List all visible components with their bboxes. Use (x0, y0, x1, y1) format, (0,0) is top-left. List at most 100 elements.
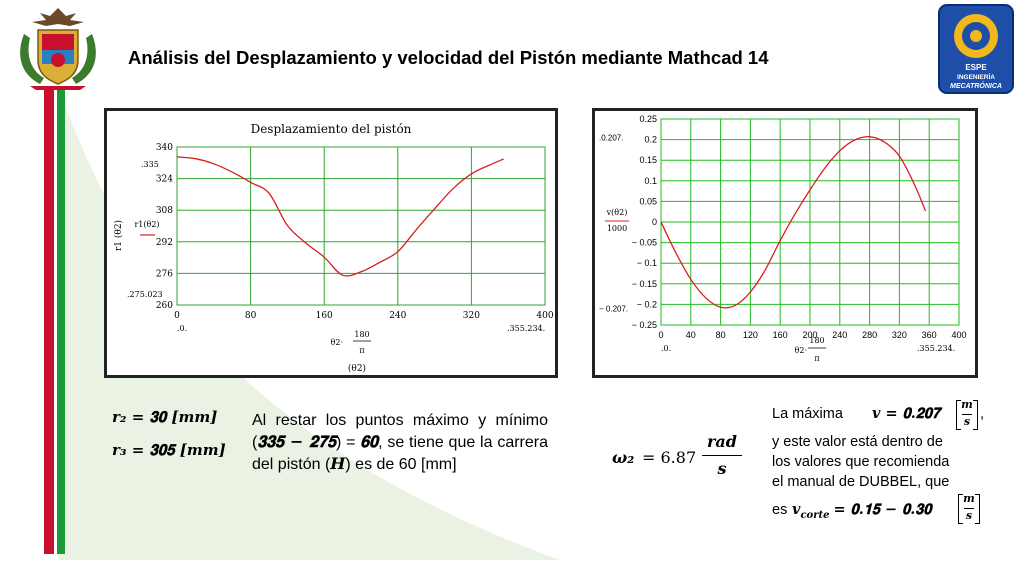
y-tick-label: − 0.1 (637, 258, 657, 268)
x-tick-label: 240 (389, 311, 406, 321)
x-tick-label: 80 (245, 311, 257, 321)
unit1-left-bracket (956, 400, 961, 430)
x-tick-label: 160 (316, 311, 333, 321)
y-tick-label: 340 (156, 143, 173, 153)
y-tick-label: − 0.2 (637, 299, 657, 309)
note-line5-expr: 𝒗𝒄𝒐𝒓𝒕𝒆 = 𝟎.𝟏𝟓 − 𝟎.𝟑𝟎 (792, 499, 931, 526)
unit1-den: 𝒔 (963, 415, 971, 428)
x-axis-num: 180 (354, 330, 369, 339)
y-tick-label: 324 (156, 175, 173, 185)
y-min-marker: − 0.207. (599, 304, 628, 313)
logo-line-1: ESPE (965, 63, 987, 72)
x-axis-num: 180 (809, 336, 824, 345)
x-tick-label: 120 (743, 330, 758, 340)
note-velocity-expr: 𝒗 = 𝟎.𝟐𝟎𝟕 (872, 405, 940, 422)
r2-lhs: 𝒓₂ (112, 408, 127, 426)
note-line1-suffix: , (980, 406, 985, 422)
note-unit1: 𝒎 𝒔 (956, 398, 978, 432)
velocity-plot-frame: 0 40 80 120 160 200 240 280 320 360 400 0.25 0.2 0.15… (592, 108, 978, 378)
unit2-left-bracket (958, 494, 963, 524)
y-tick-label: − 0.05 (632, 238, 657, 248)
plot-area (176, 146, 546, 306)
omega-num: 𝒓𝒂𝒅 (707, 432, 737, 451)
x-tick-label: 280 (862, 330, 877, 340)
note-unit2: 𝒎 𝒔 (958, 492, 980, 526)
y-tick-label: 0.15 (639, 155, 657, 165)
y-max-marker: .335 (141, 160, 159, 169)
x-max-marker: .355.234. (917, 344, 955, 353)
x-min-marker: .0. (661, 344, 671, 353)
green-stripe (57, 86, 65, 554)
x-tick-label: 80 (716, 330, 726, 340)
omega-value: = 6.87 (642, 448, 697, 467)
para-result: 𝟔𝟎 (360, 432, 379, 451)
x-max-marker: .355.234. (507, 324, 545, 333)
unit1-right-bracket (973, 400, 978, 430)
x-axis-sub: (θ2) (348, 363, 366, 374)
x-tick-label: 400 (951, 330, 966, 340)
green-swoosh (58, 86, 560, 560)
omega-equation: 𝝎₂ = 6.87 𝒓𝒂𝒅 𝒔 (612, 432, 752, 482)
displacement-chart: 0 80 160 240 320 400 260 276 292 308 324 340 Desplaz… (113, 122, 554, 374)
note-range: = 𝟎.𝟏𝟓 − 𝟎.𝟑𝟎 (833, 501, 932, 518)
unit1-bar (962, 414, 972, 415)
unit2-bar (964, 508, 974, 509)
x-tick-label: 0 (174, 311, 180, 321)
series-line-r1 (176, 156, 504, 277)
unit2-right-bracket (975, 494, 980, 524)
x-tick-label: 40 (686, 330, 696, 340)
y-max-marker: .0.207. (599, 134, 623, 143)
y-axis-num: v(θ2) (606, 208, 628, 217)
para-expr: 𝟑𝟑𝟓 − 𝟐𝟕𝟓 (257, 432, 336, 451)
omega-den: 𝒔 (717, 459, 727, 478)
unit2-num: 𝒎 (963, 492, 975, 505)
note-line1-expr: 𝒗 = 𝟎.𝟐𝟎𝟕 (872, 403, 940, 425)
velocity-chart: 0 40 80 120 160 200 240 280 320 360 400 0.25 0.2 0.15… (599, 114, 967, 363)
x-tick-label: 320 (892, 330, 907, 340)
displacement-plot-frame: 0 80 160 240 320 400 260 276 292 308 324 340 Desplaz… (104, 108, 558, 378)
para-part1: Al restar los puntos máximo y mínimo ( (252, 412, 548, 451)
x-tick-label: 400 (536, 311, 553, 321)
note-vcorte: 𝒗 (792, 501, 801, 518)
stroke-explanation: Al restar los puntos máximo y mínimo (𝟑𝟑… (252, 410, 548, 475)
logo-line-3: MECATRÓNICA (950, 81, 1002, 90)
y-tick-label: 0.2 (644, 135, 657, 145)
y-tick-label: 260 (156, 301, 173, 311)
y-tick-label: 0 (652, 217, 657, 227)
y-axis-label: r1 (θ2) (113, 220, 124, 251)
y-tick-label: − 0.25 (632, 320, 657, 330)
x-tick-label: 200 (802, 330, 817, 340)
y-tick-label: 0.05 (639, 196, 657, 206)
unit1-num: 𝒎 (961, 398, 973, 411)
para-var: 𝑯 (330, 454, 346, 473)
note-line1-prefix: La máxima (772, 406, 843, 422)
y-tick-label: 0.1 (644, 176, 657, 186)
note-line2: y este valor está dentro de (772, 434, 943, 450)
para-part2: ) = (335, 434, 361, 451)
x-axis-prefix: θ2· (331, 338, 343, 347)
omega-fraction-bar (702, 455, 742, 456)
r3-lhs: 𝒓₃ (112, 441, 127, 459)
x-axis-prefix: θ2· (795, 346, 807, 355)
para-part3: , se tiene que la carrera del pistón ( (252, 434, 548, 473)
note-line4: el manual de DUBBEL, que (772, 474, 950, 490)
chart-title: Desplazamiento del pistón (251, 122, 412, 136)
legend-label: r1(θ2) (134, 220, 159, 229)
y-tick-label: − 0.15 (632, 279, 657, 289)
note-line3: los valores que recomienda (772, 454, 950, 470)
unit2-den: 𝒔 (965, 509, 973, 522)
x-axis-den: π (359, 346, 364, 355)
r3-equation: 𝒓₃ = 𝟑𝟎𝟓 [𝒎𝒎] (112, 441, 226, 459)
note-line5-prefix: es (772, 502, 788, 518)
y-tick-label: 0.25 (639, 114, 657, 124)
x-axis-den: π (814, 354, 819, 363)
para-part4: ) es de 60 [mm] (345, 456, 457, 473)
y-tick-label: 276 (156, 269, 173, 279)
r2-rhs: = 𝟑𝟎 [𝒎𝒎] (131, 408, 218, 426)
r2-equation: 𝒓₂ = 𝟑𝟎 [𝒎𝒎] (112, 408, 217, 426)
logo-line-2: INGENIERÍA (957, 72, 995, 81)
y-tick-label: 308 (156, 206, 173, 216)
coat-of-arms-logo (20, 8, 96, 90)
x-min-marker: .0. (177, 324, 187, 333)
